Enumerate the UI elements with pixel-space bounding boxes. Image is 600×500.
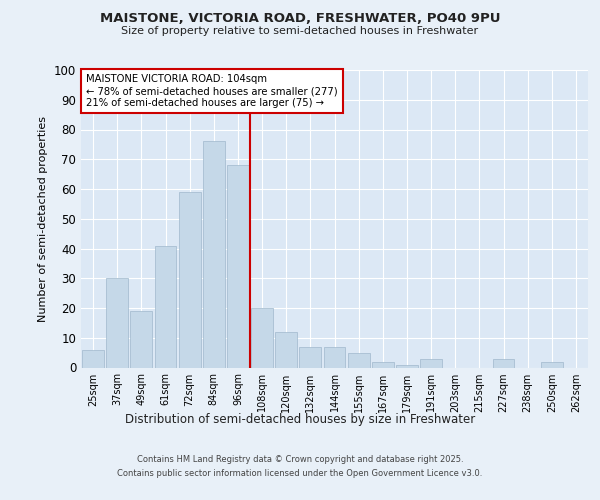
Bar xyxy=(323,346,346,368)
Bar xyxy=(251,308,273,368)
Text: Size of property relative to semi-detached houses in Freshwater: Size of property relative to semi-detach… xyxy=(121,26,479,36)
Bar xyxy=(348,352,370,368)
Bar xyxy=(106,278,128,368)
Text: Contains public sector information licensed under the Open Government Licence v3: Contains public sector information licen… xyxy=(118,469,482,478)
Text: Contains HM Land Registry data © Crown copyright and database right 2025.: Contains HM Land Registry data © Crown c… xyxy=(137,455,463,464)
Text: Distribution of semi-detached houses by size in Freshwater: Distribution of semi-detached houses by … xyxy=(125,412,475,426)
Bar xyxy=(275,332,297,368)
Bar xyxy=(541,362,563,368)
Bar xyxy=(130,311,152,368)
Bar xyxy=(396,364,418,368)
Bar xyxy=(493,358,514,368)
Y-axis label: Number of semi-detached properties: Number of semi-detached properties xyxy=(38,116,49,322)
Bar xyxy=(82,350,104,368)
Bar xyxy=(203,142,224,368)
Bar xyxy=(155,246,176,368)
Bar xyxy=(179,192,200,368)
Bar xyxy=(227,165,249,368)
Bar xyxy=(299,346,321,368)
Bar xyxy=(420,358,442,368)
Text: MAISTONE, VICTORIA ROAD, FRESHWATER, PO40 9PU: MAISTONE, VICTORIA ROAD, FRESHWATER, PO4… xyxy=(100,12,500,26)
Text: MAISTONE VICTORIA ROAD: 104sqm
← 78% of semi-detached houses are smaller (277)
2: MAISTONE VICTORIA ROAD: 104sqm ← 78% of … xyxy=(86,74,338,108)
Bar xyxy=(372,362,394,368)
